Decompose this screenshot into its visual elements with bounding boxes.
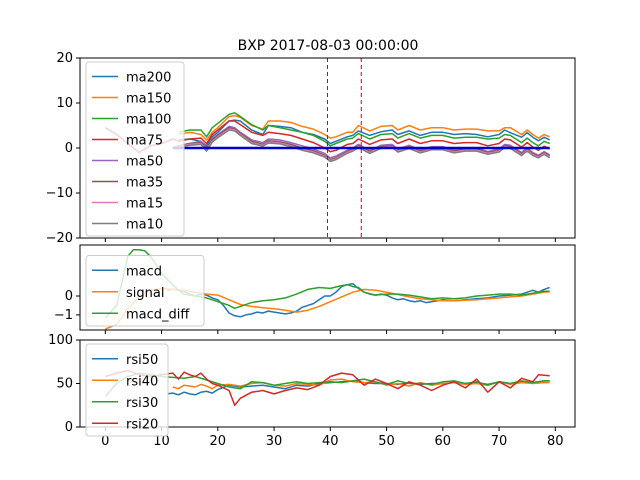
y-tick-label: 0	[65, 420, 73, 435]
y-tick-label: 0	[65, 289, 73, 304]
x-tick-label: 30	[266, 434, 283, 449]
legend-label-ma35: ma35	[126, 176, 163, 191]
legend-label-ma10: ma10	[126, 218, 163, 233]
x-tick-label: 60	[435, 434, 452, 449]
x-tick-label: 40	[322, 434, 339, 449]
x-tick-label: 70	[491, 434, 508, 449]
legend-label-macd: macd	[126, 264, 162, 279]
legend-label-ma75: ma75	[126, 134, 163, 149]
legend-box	[85, 255, 205, 327]
legend-label-ma150: ma150	[126, 92, 171, 107]
panel-frame	[79, 244, 576, 331]
legend-label-ma200: ma200	[126, 71, 171, 86]
panel-ma: −20−1001020ma200ma150ma100ma75ma50ma35ma…	[46, 51, 576, 246]
y-tick-label: 50	[56, 377, 73, 392]
legend-label-rsi30: rsi30	[126, 396, 158, 411]
series-line-rsi20	[105, 369, 550, 407]
legend: rsi50 rsi40 rsi30 rsi20	[85, 343, 169, 437]
series-line-ma75	[104, 120, 551, 154]
y-tick-label: −10	[46, 186, 73, 201]
x-tick-label: 20	[210, 434, 227, 449]
x-tick-label: 50	[378, 434, 395, 449]
x-tick-label: 0	[101, 434, 109, 449]
legend-label-ma100: ma100	[126, 113, 171, 128]
y-tick-label: 20	[56, 51, 73, 66]
legend-label-rsi40: rsi40	[126, 374, 158, 389]
legend-box	[85, 343, 169, 437]
y-tick-label: 100	[48, 333, 73, 348]
legend: ma200 ma150 ma100 ma75 ma50 ma35 ma15 ma10	[85, 61, 185, 237]
panel-macd: −1 0 macd signal macd_diff	[54, 244, 576, 334]
series-line-ma200	[178, 119, 551, 147]
chart-title: BXP 2017-08-03 00:00:00	[238, 38, 419, 54]
y-tick-label: 0	[65, 141, 73, 156]
x-tick-label: 10	[153, 434, 170, 449]
legend-label-rsi20: rsi20	[126, 417, 158, 432]
series-line-macd	[167, 282, 550, 318]
legend: macd signal macd_diff	[85, 255, 205, 327]
y-tick-label: 10	[56, 96, 73, 111]
x-tick-label: 80	[547, 434, 564, 449]
legend-label-signal: signal	[126, 286, 164, 301]
y-tick-label: −1	[54, 308, 73, 323]
legend-label-rsi50: rsi50	[126, 353, 158, 368]
chart-panels: −20−1001020ma200ma150ma100ma75ma50ma35ma…	[46, 51, 576, 449]
legend-label-ma50: ma50	[126, 155, 163, 170]
legend-label-macd_diff: macd_diff	[126, 307, 190, 322]
y-tick-label: −20	[46, 231, 73, 246]
series-line-ma100	[178, 112, 550, 147]
legend-box	[85, 61, 185, 237]
series-line-ma50	[172, 125, 551, 159]
legend-label-ma15: ma15	[126, 197, 163, 212]
series-line-ma150	[178, 114, 550, 141]
